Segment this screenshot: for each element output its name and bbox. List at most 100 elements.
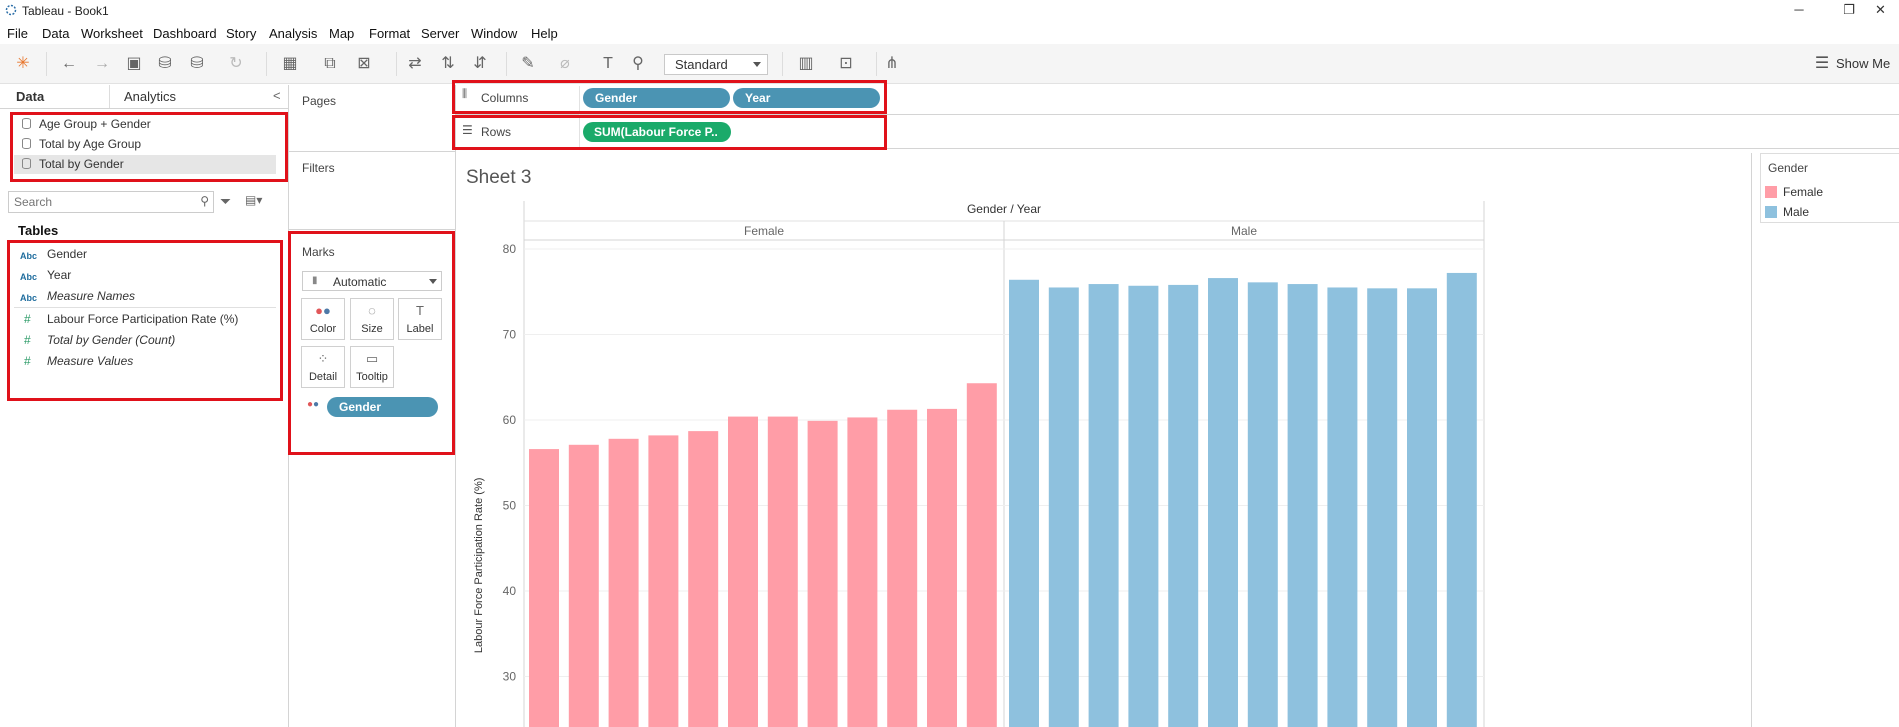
- highlight-box-columns: [452, 80, 887, 114]
- marks-color-pill[interactable]: Gender: [327, 397, 438, 417]
- menu-help[interactable]: Help: [531, 26, 558, 41]
- database-icon: [22, 158, 31, 169]
- datasource-total-by-age-group[interactable]: Total by Age Group: [22, 137, 141, 151]
- collapse-pane-icon[interactable]: <: [273, 88, 281, 103]
- number-type-icon: #: [24, 312, 31, 326]
- bar-chart-icon: ▮: [312, 275, 318, 286]
- menu-data[interactable]: Data: [42, 26, 70, 41]
- bar-male-12: [1446, 272, 1477, 727]
- field-total-by-gender-count[interactable]: Total by Gender (Count): [47, 333, 176, 347]
- group-icon[interactable]: ⌀: [560, 55, 570, 72]
- legend-swatch-female[interactable]: [1765, 186, 1777, 198]
- duplicate-icon[interactable]: ⧉: [324, 55, 336, 72]
- menu-file[interactable]: File: [7, 26, 28, 41]
- pane-header-female: Female: [744, 224, 784, 238]
- view-options-icon[interactable]: ▤▾: [245, 193, 263, 207]
- menu-format[interactable]: Format: [369, 26, 411, 41]
- field-labour-force-rate[interactable]: Labour Force Participation Rate (%): [47, 312, 239, 326]
- datasource-total-by-gender[interactable]: Total by Gender: [22, 157, 124, 171]
- sheet-title: Sheet 3: [466, 167, 532, 188]
- bar-female-10: [887, 409, 918, 727]
- undo-icon[interactable]: ←: [61, 55, 77, 72]
- rows-pill-measure[interactable]: SUM(Labour Force P..: [583, 122, 731, 142]
- show-me-icon[interactable]: ☰: [1814, 55, 1830, 72]
- bar-female-4: [648, 435, 679, 727]
- legend-item-male[interactable]: Male: [1783, 205, 1810, 219]
- save-icon[interactable]: ▣: [126, 55, 142, 72]
- bar-male-5: [1168, 284, 1199, 727]
- highlight-box-datasources: [10, 112, 288, 182]
- filters-card-title: Filters: [302, 161, 335, 175]
- detail-icon: ⁘: [317, 351, 329, 366]
- columns-pill-gender[interactable]: Gender: [583, 88, 730, 108]
- menu-worksheet[interactable]: Worksheet: [81, 26, 143, 41]
- bar-male-2: [1048, 287, 1079, 727]
- restore-button[interactable]: ❐: [1843, 2, 1855, 17]
- refresh-icon[interactable]: ↻: [229, 55, 243, 72]
- tooltip-icon: ▭: [365, 351, 379, 366]
- field-year[interactable]: Year: [47, 268, 72, 282]
- datasource-age-group-gender[interactable]: Age Group + Gender: [22, 117, 151, 131]
- string-type-icon: Abc: [20, 272, 38, 282]
- columns-pill-year[interactable]: Year: [733, 88, 880, 108]
- legend-swatch-male[interactable]: [1765, 206, 1777, 218]
- show-cards-icon[interactable]: ▥: [798, 55, 814, 72]
- presentation-mode-icon[interactable]: ⊡: [839, 55, 853, 72]
- bar-female-7: [767, 416, 798, 727]
- clear-sheet-icon[interactable]: ⊠: [357, 55, 371, 72]
- fit-dropdown[interactable]: Standard: [664, 54, 768, 75]
- number-type-icon: #: [24, 354, 31, 368]
- field-measure-names[interactable]: Measure Names: [47, 289, 136, 303]
- tableau-home-icon[interactable]: ✳: [16, 55, 30, 72]
- search-field[interactable]: ⚲: [8, 191, 214, 213]
- tab-data[interactable]: Data: [0, 85, 110, 108]
- mark-type-dropdown[interactable]: ▮ Automatic: [302, 271, 442, 291]
- field-measure-values[interactable]: Measure Values: [47, 354, 134, 368]
- y-tick-label: 80: [503, 242, 517, 256]
- bar-female-5: [688, 431, 719, 727]
- title-bar: Tableau - Book1 ─ ❐ ✕: [0, 0, 1899, 22]
- tableau-logo-icon: [5, 4, 17, 16]
- column-header-title: Gender / Year: [967, 202, 1041, 216]
- size-button[interactable]: ◌ Size: [350, 298, 394, 340]
- bar-male-11: [1407, 288, 1437, 727]
- new-worksheet-icon[interactable]: ▦: [282, 55, 298, 72]
- bar-male-7: [1247, 282, 1278, 727]
- redo-icon[interactable]: →: [94, 55, 110, 72]
- swap-icon[interactable]: ⇄: [408, 55, 422, 72]
- filter-icon[interactable]: ⏷: [220, 193, 232, 209]
- highlight-icon[interactable]: ✎: [521, 55, 535, 72]
- field-gender[interactable]: Gender: [47, 247, 88, 261]
- bar-female-8: [807, 420, 838, 727]
- minimize-button[interactable]: ─: [1794, 2, 1804, 17]
- search-input[interactable]: [14, 193, 194, 211]
- number-type-icon: #: [24, 333, 31, 347]
- menu-analysis[interactable]: Analysis: [269, 26, 318, 41]
- database-icon: [22, 138, 31, 149]
- close-button[interactable]: ✕: [1875, 2, 1886, 17]
- legend-item-female[interactable]: Female: [1783, 185, 1824, 199]
- show-me-button[interactable]: Show Me: [1836, 56, 1891, 71]
- new-datasource-icon[interactable]: ⛁: [158, 55, 172, 72]
- menu-dashboard[interactable]: Dashboard: [153, 26, 217, 41]
- search-icon: ⚲: [200, 194, 209, 208]
- label-button[interactable]: T Label: [398, 298, 442, 340]
- detail-button[interactable]: ⁘ Detail: [301, 346, 345, 388]
- show-labels-icon[interactable]: T: [603, 55, 613, 72]
- tab-analytics[interactable]: Analytics: [124, 89, 177, 104]
- pin-icon[interactable]: ⚲: [632, 55, 644, 72]
- menu-window[interactable]: Window: [471, 26, 518, 41]
- tooltip-button[interactable]: ▭ Tooltip: [350, 346, 394, 388]
- color-icon: ●●: [315, 303, 331, 318]
- menu-server[interactable]: Server: [421, 26, 460, 41]
- color-button[interactable]: ●● Color: [301, 298, 345, 340]
- pause-updates-icon[interactable]: ⛁: [190, 55, 204, 72]
- bar-male-8: [1287, 284, 1318, 727]
- menu-map[interactable]: Map: [329, 26, 355, 41]
- share-icon[interactable]: ⋔: [885, 55, 899, 72]
- label-icon: T: [416, 303, 424, 318]
- sort-ascending-icon[interactable]: ⇅: [441, 55, 455, 72]
- menu-story[interactable]: Story: [226, 26, 257, 41]
- sort-descending-icon[interactable]: ⇵: [473, 55, 487, 72]
- bar-female-6: [728, 416, 758, 727]
